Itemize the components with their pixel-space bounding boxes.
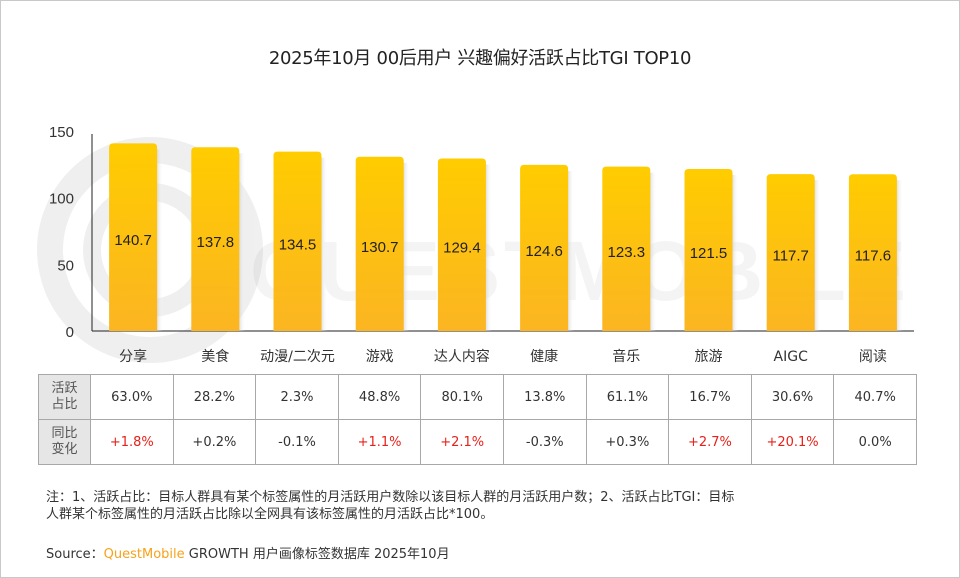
chart-title: 2025年10月 00后用户 兴趣偏好活跃占比TGI TOP10: [268, 48, 692, 69]
bar-value-label: 117.6: [855, 248, 891, 265]
y-tick-label: 50: [57, 257, 74, 274]
source-line: Source：QuestMobile GROWTH 用户画像标签数据库 2025…: [46, 543, 450, 562]
bar: [848, 174, 897, 331]
row-header-line: 占比: [51, 397, 78, 412]
table-cell: +2.1%: [420, 419, 504, 465]
footnote-line-2: 人群某个标签属性的月活跃占比除以全网具有该标签属性的月活跃占比*100。: [46, 507, 494, 522]
x-category-label: 游戏: [366, 349, 394, 365]
bar: [191, 147, 240, 331]
row-header-line: 同比: [51, 426, 78, 441]
bar-shadow: [401, 162, 410, 331]
x-category-label: 旅游: [695, 349, 723, 365]
row-header: 同比 变化: [38, 419, 91, 465]
table-cell: +2.7%: [668, 419, 752, 465]
bar-value-label: 130.7: [361, 239, 399, 256]
stats-table: 活跃 占比 63.0% 28.2% 2.3% 48.8% 80.1% 13.8% 61.1% 16…: [38, 374, 917, 465]
source-text: GROWTH 用户画像标签数据库 2025年10月: [184, 547, 450, 562]
bar-shadow: [155, 149, 164, 331]
bar: [766, 174, 815, 331]
bar: [684, 169, 733, 331]
bar: [273, 151, 322, 331]
x-category-label: 美食: [201, 348, 229, 365]
row-header-line: 变化: [51, 442, 78, 457]
table-cell: 13.8%: [502, 374, 587, 420]
y-tick-label: 150: [49, 124, 74, 141]
bar-value-label: 140.7: [114, 232, 152, 249]
source-label: Source：: [46, 547, 104, 562]
table-cell: 30.6%: [750, 374, 835, 420]
table-cell: +1.8%: [90, 419, 174, 465]
table-cell: 28.2%: [172, 374, 257, 420]
bar-value-label: 129.4: [443, 240, 481, 257]
bar-shadow: [730, 175, 739, 331]
bar-shadow: [319, 157, 328, 331]
table-cell: +20.1%: [750, 419, 835, 465]
x-category-label: 达人内容: [434, 348, 490, 365]
bar-shadow: [237, 153, 246, 331]
source-brand: QuestMobile: [103, 547, 185, 562]
table-row: 活跃 占比 63.0% 28.2% 2.3% 48.8% 80.1% 13.8% 61.1% 16…: [38, 374, 917, 420]
table-cell: 40.7%: [833, 374, 917, 420]
bar-shadow: [483, 164, 492, 331]
table-row: 同比 变化 +1.8% +0.2% -0.1% +1.1% +2.1% -0.3% +0.3% +…: [38, 419, 917, 465]
table-cell: -0.3%: [502, 419, 587, 465]
x-category-label: 阅读: [859, 348, 887, 365]
bar: [437, 158, 486, 331]
bar: [520, 164, 569, 331]
footnote-line-1: 注：1、活跃占比：目标人群具有某个标签属性的月活跃用户数除以该目标人群的月活跃用…: [46, 490, 735, 505]
bar-value-label: 121.5: [690, 245, 728, 262]
bar-value-label: 117.7: [772, 248, 808, 265]
table-cell: 48.8%: [337, 374, 422, 420]
table-cell: 16.7%: [668, 374, 752, 420]
bar-shadow: [812, 180, 821, 331]
bar-value-label: 124.6: [525, 243, 563, 260]
table-cell: 61.1%: [585, 374, 670, 420]
bar-value-label: 137.8: [197, 234, 235, 251]
y-tick-label: 0: [66, 324, 74, 341]
bar-shadow: [894, 180, 903, 331]
x-category-label: 健康: [530, 348, 558, 365]
table-cell: 80.1%: [420, 374, 504, 420]
bar-value-label: 123.3: [608, 244, 646, 261]
y-tick-label: 100: [49, 191, 74, 208]
row-header: 活跃 占比: [38, 374, 91, 420]
row-header-line: 活跃: [51, 381, 78, 396]
bar: [109, 143, 158, 331]
x-category-label: 分享: [119, 348, 147, 365]
x-category-label: AIGC: [774, 349, 809, 365]
x-category-label: 音乐: [612, 348, 640, 365]
table-cell: 2.3%: [255, 374, 339, 420]
table-cell: 63.0%: [90, 374, 174, 420]
table-cell: +1.1%: [337, 419, 422, 465]
bar-value-label: 134.5: [279, 236, 317, 253]
bar: [602, 166, 651, 331]
x-category-label: 动漫/二次元: [260, 349, 335, 365]
bar-shadow: [566, 170, 575, 331]
footnote: 注：1、活跃占比：目标人群具有某个标签属性的月活跃用户数除以该目标人群的月活跃用…: [46, 489, 916, 523]
table-cell: +0.3%: [585, 419, 670, 465]
table-cell: 0.0%: [833, 419, 917, 465]
bar-shadow: [648, 172, 657, 331]
table-cell: -0.1%: [255, 419, 339, 465]
table-cell: +0.2%: [172, 419, 257, 465]
bar: [355, 156, 404, 331]
